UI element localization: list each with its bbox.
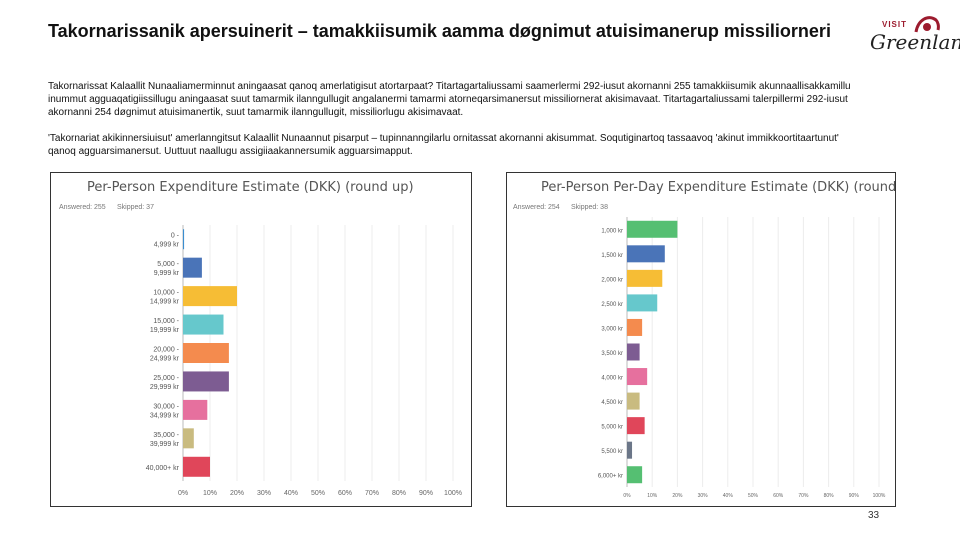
category-label: 19,999 kr	[150, 327, 180, 334]
x-tick-label: 60%	[338, 490, 352, 497]
bar	[183, 343, 229, 363]
bar	[627, 318, 643, 336]
category-label: 2,500 kr	[601, 302, 623, 308]
page-title: Takornarissanik apersuinerit – tamakkiis…	[48, 21, 831, 41]
x-tick-label: 90%	[849, 493, 860, 499]
x-tick-label: 40%	[723, 493, 734, 499]
x-tick-label: 20%	[230, 490, 244, 497]
category-label: 40,000+ kr	[146, 465, 180, 472]
logo-visit-text: VISIT	[882, 20, 908, 29]
analysis-paragraph: 'Takornariat akikinnersiuisut' amerlanng…	[48, 133, 839, 157]
category-label: 39,999 kr	[150, 441, 180, 448]
x-tick-label: 90%	[419, 490, 433, 497]
bar	[627, 368, 648, 386]
bar	[183, 456, 210, 477]
category-label: 5,500 kr	[601, 449, 623, 455]
category-label: 34,999 kr	[150, 412, 180, 419]
x-tick-label: 60%	[773, 493, 784, 499]
page-number: 33	[868, 510, 880, 521]
x-tick-label: 20%	[672, 493, 683, 499]
chart-title: Per-Person Expenditure Estimate (DKK) (r…	[87, 180, 414, 195]
category-label: 25,000 -	[153, 375, 179, 382]
answered-count: Answered: 254	[513, 204, 560, 211]
bar	[183, 428, 194, 449]
bar	[183, 257, 202, 278]
x-tick-label: 50%	[311, 490, 325, 497]
category-label: 30,000 -	[153, 403, 179, 410]
bar	[627, 245, 665, 263]
chart-title: Per-Person Per-Day Expenditure Estimate …	[541, 180, 896, 195]
category-label: 4,000 kr	[601, 376, 623, 382]
category-label: 15,000 -	[153, 318, 179, 325]
x-tick-label: 30%	[257, 490, 271, 497]
bar	[183, 399, 208, 420]
visit-greenland-logo: VISIT Greenland	[862, 12, 960, 60]
bar	[627, 441, 633, 459]
category-label: 0 -	[171, 233, 180, 240]
x-tick-label: 50%	[748, 493, 759, 499]
bar	[183, 286, 237, 307]
intro-paragraph: Takornarissat Kalaallit Nunaaliamerminnu…	[48, 81, 851, 118]
x-tick-label: 0%	[623, 493, 631, 499]
bar	[627, 392, 640, 410]
answered-count: Answered: 255	[59, 204, 106, 211]
category-label: 4,500 kr	[601, 400, 623, 406]
bar	[627, 269, 663, 287]
skipped-count: Skipped: 37	[117, 204, 154, 211]
x-tick-label: 30%	[698, 493, 709, 499]
category-label: 9,999 kr	[154, 270, 180, 277]
skipped-count: Skipped: 38	[571, 204, 608, 211]
category-label: 5,000 -	[157, 261, 179, 268]
bar	[183, 314, 224, 335]
category-label: 1,500 kr	[601, 253, 623, 259]
bar	[627, 466, 643, 484]
category-label: 6,000+ kr	[598, 474, 623, 480]
category-label: 2,000 kr	[601, 277, 623, 283]
per-day-chart: Per-Person Per-Day Expenditure Estimate …	[513, 180, 896, 499]
bar	[627, 343, 640, 361]
bar	[183, 229, 185, 250]
bar	[627, 294, 658, 312]
category-label: 4,999 kr	[154, 242, 180, 249]
bar	[183, 371, 229, 392]
logo-greenland-text: Greenland	[870, 30, 960, 54]
category-label: 3,500 kr	[601, 351, 623, 357]
category-label: 35,000 -	[153, 432, 179, 439]
x-tick-label: 10%	[647, 493, 658, 499]
category-label: 3,000 kr	[601, 326, 623, 332]
category-label: 10,000 -	[153, 290, 179, 297]
x-tick-label: 100%	[444, 490, 462, 497]
expenditure-chart: Per-Person Expenditure Estimate (DKK) (r…	[59, 180, 462, 497]
x-tick-label: 0%	[178, 490, 188, 497]
x-tick-label: 80%	[824, 493, 835, 499]
per-day-chart-panel: Per-Person Per-Day Expenditure Estimate …	[506, 172, 896, 507]
category-label: 5,000 kr	[601, 425, 623, 431]
logo-mark-icon	[914, 16, 940, 33]
expenditure-chart-panel: Per-Person Expenditure Estimate (DKK) (r…	[50, 172, 472, 507]
x-tick-label: 40%	[284, 490, 298, 497]
x-tick-label: 70%	[798, 493, 809, 499]
x-tick-label: 10%	[203, 490, 217, 497]
category-label: 24,999 kr	[150, 356, 180, 363]
x-tick-label: 80%	[392, 490, 406, 497]
category-label: 14,999 kr	[150, 299, 180, 306]
category-label: 1,000 kr	[601, 228, 623, 234]
x-tick-label: 70%	[365, 490, 379, 497]
x-tick-label: 100%	[873, 493, 886, 499]
category-label: 29,999 kr	[150, 384, 180, 391]
category-label: 20,000 -	[153, 347, 179, 354]
bar	[627, 220, 678, 238]
bar	[627, 417, 645, 435]
